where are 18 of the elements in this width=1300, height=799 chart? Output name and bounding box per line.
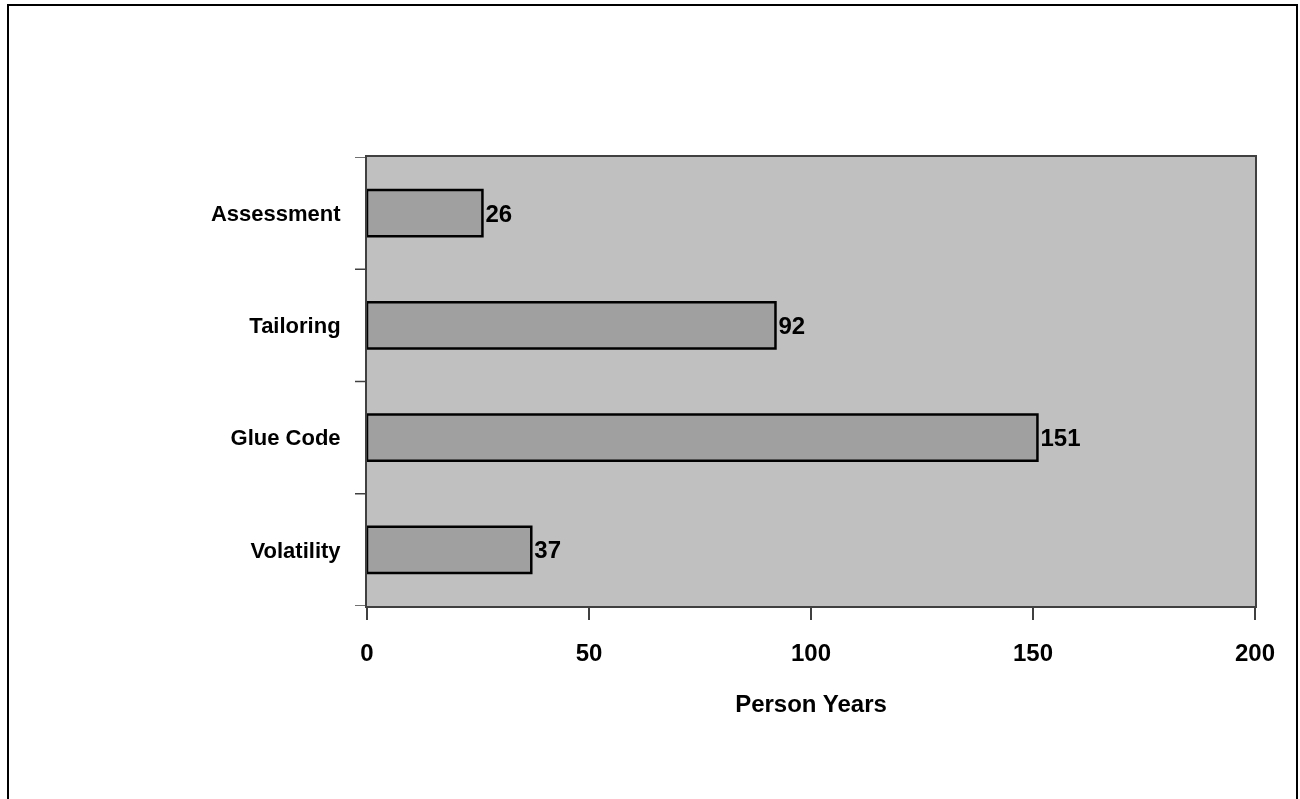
bar [367, 525, 533, 575]
x-tick-label: 150 [1012, 638, 1054, 666]
bar [367, 301, 777, 350]
y-tick-label: Glue Code [230, 425, 341, 451]
x-tick-label: 200 [1234, 638, 1276, 666]
y-tick-label: Tailoring [249, 313, 341, 339]
data-label: 26 [485, 199, 513, 227]
data-label: 92 [778, 311, 806, 339]
y-tick-label: Assessment [210, 200, 342, 226]
y-tick-label: Volatility [250, 537, 342, 563]
x-axis-title: Person Years [735, 689, 887, 717]
bar [367, 188, 484, 238]
x-tick-label: 100 [790, 638, 832, 666]
x-tick-label: 50 [575, 638, 603, 666]
data-label: 151 [1040, 424, 1081, 452]
data-label: 37 [534, 536, 561, 564]
bar [367, 413, 1039, 462]
x-tick-label: 0 [360, 638, 374, 666]
